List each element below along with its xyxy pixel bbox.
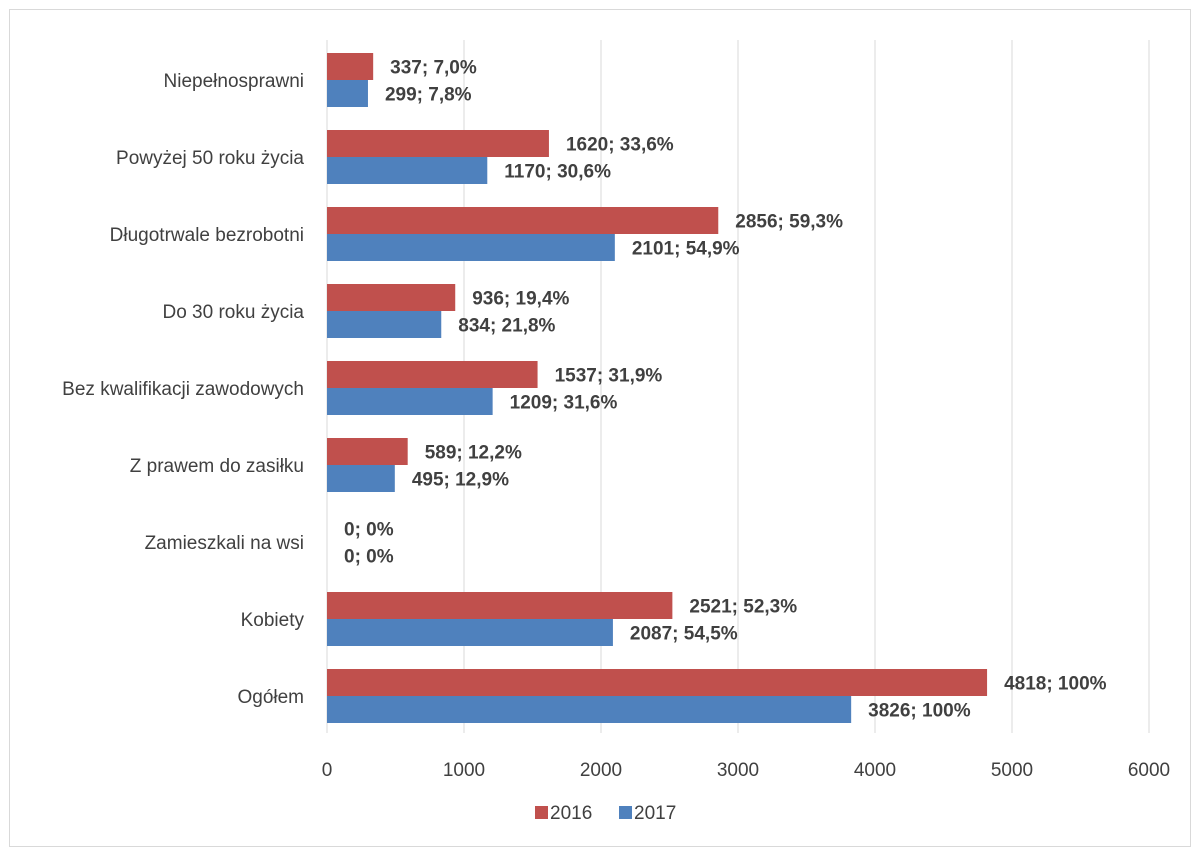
data-label-2017: 2101; 54,9% — [632, 239, 740, 260]
category-label: Kobiety — [241, 610, 305, 631]
bar-2016 — [327, 130, 549, 157]
data-label-2017: 2087; 54,5% — [630, 624, 738, 645]
bar-2016 — [327, 207, 719, 234]
x-tick-label: 1000 — [443, 760, 485, 781]
data-label-2017: 1209; 31,6% — [510, 393, 618, 414]
category-label: Długotrwale bezrobotni — [110, 225, 304, 246]
category-label: Bez kwalifikacji zawodowych — [62, 379, 304, 400]
bar-2017 — [327, 80, 368, 107]
data-label-2017: 299; 7,8% — [385, 85, 472, 106]
bar-2017 — [327, 619, 613, 646]
category-label: Zamieszkali na wsi — [145, 533, 304, 554]
bar-2016 — [327, 438, 408, 465]
category-label: Ogółem — [237, 687, 304, 708]
data-label-2016: 4818; 100% — [1004, 674, 1107, 695]
data-label-2016: 337; 7,0% — [390, 58, 477, 79]
data-label-2016: 936; 19,4% — [472, 289, 569, 310]
x-tick-label: 6000 — [1128, 760, 1170, 781]
bar-2017 — [327, 465, 395, 492]
data-label-2017: 495; 12,9% — [412, 470, 509, 491]
bars — [327, 53, 988, 723]
data-labels: 337; 7,0% 299; 7,8% 1620; 33,6% 1170; 30,6%… — [344, 58, 1107, 722]
legend-swatch-2017 — [619, 806, 632, 819]
bar-2016 — [327, 284, 456, 311]
data-label-2016: 589; 12,2% — [425, 443, 522, 464]
data-label-2016: 1620; 33,6% — [566, 135, 674, 156]
bar-2016 — [327, 361, 538, 388]
category-label: Powyżej 50 roku życia — [116, 148, 304, 169]
data-label-2017: 0; 0% — [344, 547, 394, 568]
category-labels: Niepełnosprawni Powyżej 50 roku życia Dług… — [62, 71, 304, 708]
legend: 2016 2017 — [535, 803, 676, 824]
bar-2016 — [327, 53, 374, 80]
category-label: Do 30 roku życia — [162, 302, 304, 323]
data-label-2017: 3826; 100% — [868, 701, 971, 722]
legend-label-2017: 2017 — [634, 803, 676, 824]
bar-2017 — [327, 157, 488, 184]
x-tick-label: 5000 — [991, 760, 1033, 781]
bar-2017 — [327, 311, 442, 338]
x-tick-label: 2000 — [580, 760, 622, 781]
data-label-2017: 834; 21,8% — [458, 316, 555, 337]
bar-2016 — [327, 669, 988, 696]
bar-2017 — [327, 388, 493, 415]
legend-swatch-2016 — [535, 806, 548, 819]
data-label-2016: 1537; 31,9% — [555, 366, 663, 387]
bar-2017 — [327, 234, 615, 261]
category-label: Z prawem do zasiłku — [130, 456, 304, 477]
category-label: Niepełnosprawni — [164, 71, 304, 92]
bar-2016 — [327, 592, 673, 619]
data-label-2016: 0; 0% — [344, 520, 394, 541]
x-tick-label: 3000 — [717, 760, 759, 781]
x-tick-label: 4000 — [854, 760, 896, 781]
data-label-2017: 1170; 30,6% — [504, 162, 611, 183]
legend-label-2016: 2016 — [550, 803, 592, 824]
x-tick-label: 0 — [322, 760, 333, 781]
data-label-2016: 2856; 59,3% — [735, 212, 843, 233]
bar-2017 — [327, 696, 852, 723]
x-axis-tick-labels: 0 1000 2000 3000 4000 5000 6000 — [322, 760, 1170, 781]
data-label-2016: 2521; 52,3% — [689, 597, 797, 618]
